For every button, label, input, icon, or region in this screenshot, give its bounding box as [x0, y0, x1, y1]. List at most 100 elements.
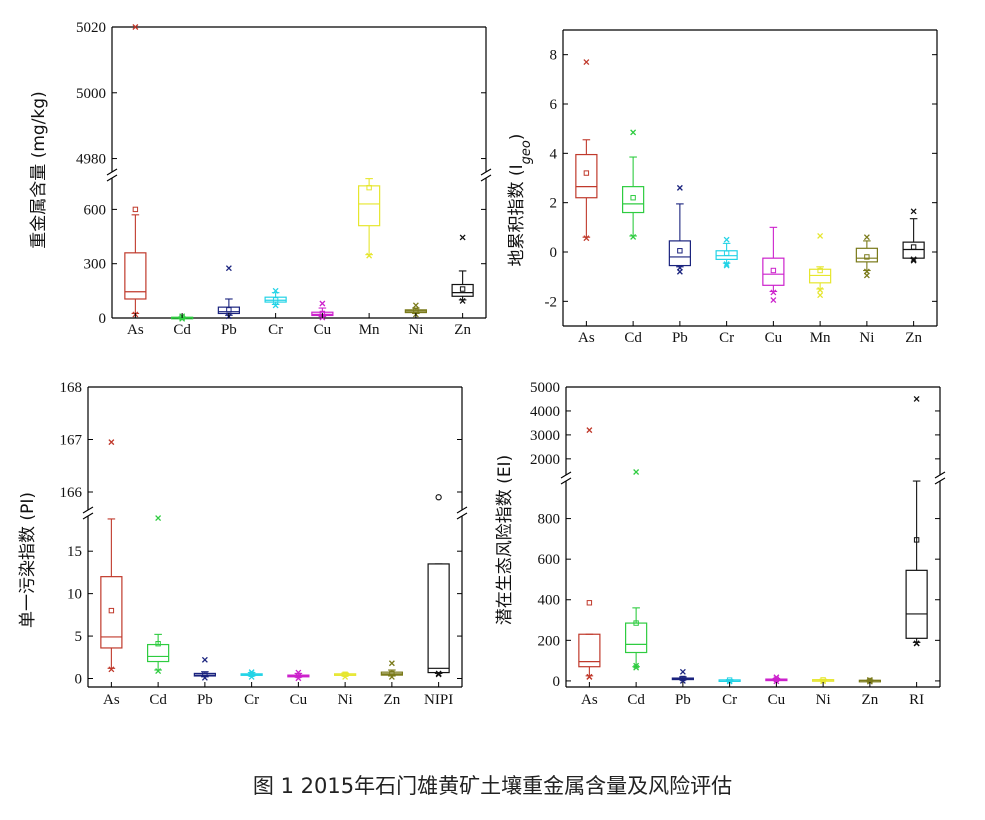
y-tick-label: 800: [538, 512, 561, 528]
box-pb: [668, 184, 691, 275]
extreme-point: [586, 673, 593, 680]
y-axis-label: 重金属含量 (mg/kg): [29, 91, 49, 248]
mean-marker: [633, 620, 639, 626]
extreme-point: [770, 289, 777, 296]
outlier-point: [412, 302, 419, 309]
box-cr: [715, 236, 738, 269]
x-tick-label: Cd: [149, 692, 167, 708]
extreme-point: [388, 674, 395, 680]
extreme-point: [726, 678, 733, 685]
x-tick-label: Ni: [408, 322, 423, 338]
axis-break-mark: [560, 477, 572, 485]
box-pb: [217, 265, 240, 320]
x-tick-label: Pb: [675, 692, 691, 708]
outlier-point: [630, 129, 637, 136]
panel-bottom-left: 0 5 10 15 166 167 168 单一污染指数 (PI) As Cd Pb Cr Cu Ni Zn…: [18, 380, 468, 708]
y-tick-label: 4980: [76, 152, 106, 168]
box-cd: [625, 469, 648, 671]
y-tick-label: 0: [553, 674, 561, 690]
outlier-point: [676, 184, 683, 191]
x-tick-label: Ni: [816, 692, 831, 708]
x-tick-label: RI: [909, 692, 924, 708]
x-tick-label: Cd: [624, 330, 642, 346]
panel-bottom-right: 0 200 400 600 800 2000 3000 4000 5000 潜在生态风险指数 (E…: [495, 380, 946, 708]
box-iqr: [451, 283, 474, 297]
x-tick-label: Mn: [359, 322, 380, 338]
y-tick-label: -2: [545, 294, 558, 310]
extreme-point: [435, 671, 442, 678]
outlier-point: [201, 656, 208, 663]
x-tick-label: Mn: [810, 330, 831, 346]
y-tick-label: 5000: [530, 380, 560, 396]
extreme-point: [913, 640, 920, 647]
y-axis-label: 单一污染指数 (PI): [18, 492, 38, 628]
y-tick-label: 10: [67, 587, 82, 603]
y-axis-label-subscript: geo: [519, 140, 534, 164]
x-tick-label: As: [103, 692, 120, 708]
box-ni: [334, 671, 357, 680]
axis-break-mark: [456, 506, 468, 514]
outlier-point: [817, 233, 824, 239]
outlier-point: [459, 234, 466, 241]
box-as: [100, 439, 123, 673]
extreme-point: [817, 287, 824, 293]
outlier-point: [155, 515, 162, 522]
box-iqr: [855, 247, 878, 263]
x-tick-label: Ni: [338, 692, 353, 708]
x-tick-label: As: [581, 692, 598, 708]
outlier-point: [435, 670, 442, 677]
outlier-point: [295, 669, 302, 676]
outlier-point: [910, 208, 917, 215]
mean-marker: [226, 307, 232, 313]
box-iqr: [575, 153, 598, 199]
extreme-point: [155, 668, 162, 674]
extreme-point: [248, 674, 255, 680]
box-ni: [855, 234, 878, 279]
extreme-point: [866, 678, 873, 685]
extreme-point: [201, 674, 208, 681]
box-iqr: [147, 643, 170, 663]
axis-break-mark: [934, 477, 946, 485]
y-tick-label: 300: [84, 257, 107, 273]
box-as: [578, 427, 601, 680]
extreme-point: [272, 302, 279, 309]
box-iqr: [578, 633, 601, 668]
y-tick-label: 600: [84, 202, 107, 218]
box-zn: [451, 234, 474, 304]
outlier-point: [108, 439, 115, 446]
mean-marker: [913, 537, 920, 543]
box-cd: [147, 515, 170, 674]
x-tick-label: As: [127, 322, 144, 338]
outlier-point: [586, 427, 593, 434]
box-cr: [718, 677, 741, 685]
extreme-point: [179, 315, 186, 322]
extreme-point: [583, 235, 590, 242]
x-tick-label: Cd: [627, 692, 645, 708]
box-zn: [902, 208, 925, 264]
outlier-point: [633, 662, 640, 669]
mean-marker: [435, 494, 442, 501]
y-tick-label: 167: [60, 433, 83, 449]
outlier-point: [866, 676, 873, 683]
box-mn: [358, 178, 381, 259]
axis-break-mark: [480, 168, 492, 176]
x-tick-label: Cu: [768, 692, 786, 708]
box-cu: [762, 226, 785, 304]
box-iqr: [902, 241, 925, 259]
extreme-point: [679, 677, 686, 684]
box-cr: [264, 287, 287, 309]
mean-marker: [272, 297, 279, 303]
mean-marker: [630, 195, 636, 201]
x-tick-label: Zn: [384, 692, 401, 708]
x-tick-label: Cr: [268, 322, 283, 338]
y-tick-label: 8: [550, 48, 558, 64]
extreme-point: [630, 234, 637, 240]
y-tick-label: 4000: [530, 404, 560, 420]
x-tick-label: Cr: [244, 692, 259, 708]
box-cd: [622, 129, 645, 240]
mean-marker: [413, 308, 419, 314]
box-zn: [380, 660, 403, 680]
x-tick-label: Cr: [719, 330, 734, 346]
box-iqr: [625, 622, 648, 654]
axis-break-mark: [480, 174, 492, 182]
